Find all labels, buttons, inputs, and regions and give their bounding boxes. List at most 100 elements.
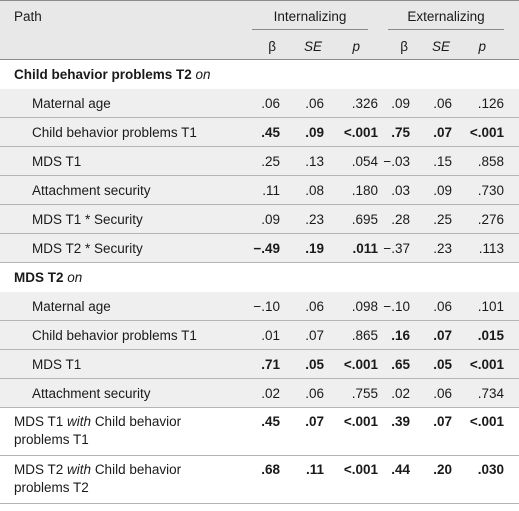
header-path: Path: [14, 9, 42, 24]
value-cell: .44: [391, 462, 410, 477]
value-cell: .126: [477, 96, 504, 111]
value-cell: .06: [433, 386, 452, 401]
value-cell: .28: [391, 212, 410, 227]
row-label-line2: problems T2: [14, 480, 89, 495]
table-row: Maternal age .06 .06 .326 .09 .06 .126: [0, 89, 519, 118]
table-header: Path Internalizing Externalizing β SE p …: [0, 0, 519, 60]
value-cell: .65: [391, 357, 410, 372]
table-row: Maternal age −.10 .06 .098 −.10 .06 .101: [0, 292, 519, 321]
value-cell: .734: [477, 386, 504, 401]
value-cell: .68: [261, 462, 280, 477]
value-cell: .695: [351, 212, 378, 227]
value-cell: .276: [477, 212, 504, 227]
value-cell: .113: [478, 241, 504, 256]
value-cell: .45: [261, 125, 280, 140]
section-title-suffix: on: [67, 270, 83, 285]
table-row: MDS T2 * Security −.49 .19 .011 −.37 .23 .113: [0, 234, 519, 263]
value-cell: .09: [391, 96, 410, 111]
col-se-1: SE: [303, 39, 322, 54]
table-row: MDS T1 * Security .09 .23 .695 .28 .25 .276: [0, 205, 519, 234]
value-cell: .07: [305, 414, 324, 429]
value-cell: .07: [433, 125, 452, 140]
value-cell: .20: [433, 462, 452, 477]
value-cell: .05: [305, 357, 324, 372]
col-se-2: SE: [431, 39, 450, 54]
col-beta-2: β: [400, 39, 408, 54]
value-cell: .730: [477, 183, 504, 198]
row-label-line1: MDS T2 with Child behavior: [14, 462, 181, 478]
table-row: Attachment security .11 .08 .180 .03 .09 .730: [0, 176, 519, 205]
value-cell: .23: [433, 241, 452, 256]
section-title-text: MDS T2: [14, 270, 64, 285]
value-cell: .09: [433, 183, 452, 198]
col-p-1: p: [352, 39, 360, 54]
header-externalizing: Externalizing: [407, 9, 485, 24]
row-label: Child behavior problems T1: [32, 125, 197, 140]
row-label: Attachment security: [32, 183, 151, 198]
value-cell: .755: [351, 386, 378, 401]
value-cell: <.001: [343, 357, 378, 372]
row-label: Maternal age: [32, 299, 111, 314]
value-cell: <.001: [469, 125, 504, 140]
value-cell: .326: [351, 96, 378, 111]
with-label-b: Child behavior: [94, 462, 182, 477]
value-cell: .02: [261, 386, 280, 401]
value-cell: .180: [351, 183, 378, 198]
value-cell: .06: [305, 96, 324, 111]
value-cell: <.001: [343, 414, 378, 429]
col-p-2: p: [478, 39, 486, 54]
row-label: Attachment security: [32, 386, 151, 401]
value-cell: .08: [305, 183, 324, 198]
value-cell: .07: [305, 328, 324, 343]
value-cell: .015: [477, 328, 504, 343]
section-title-text: Child behavior problems T2: [14, 67, 192, 82]
value-cell: .02: [391, 386, 410, 401]
value-cell: .07: [433, 328, 452, 343]
value-cell: .16: [391, 328, 410, 343]
value-cell: .71: [261, 357, 280, 372]
table-row-with: MDS T2 with Child behavior problems T2 .68…: [0, 456, 519, 504]
value-cell: .19: [305, 241, 324, 256]
value-cell: .09: [261, 212, 280, 227]
table-row: MDS T1 .25 .13 .054 −.03 .15 .858: [0, 147, 519, 176]
table-row: Attachment security .02 .06 .755 .02 .06 .734: [0, 379, 519, 408]
value-cell: .15: [433, 154, 452, 169]
value-cell: .09: [305, 125, 324, 140]
value-cell: .75: [391, 125, 410, 140]
section-title: Child behavior problems T2 on: [14, 67, 211, 82]
value-cell: .01: [261, 328, 280, 343]
value-cell: .25: [261, 154, 280, 169]
with-label-with: with: [67, 414, 92, 429]
with-label-with: with: [67, 462, 92, 477]
value-cell: .45: [261, 414, 280, 429]
row-label: MDS T2 * Security: [32, 241, 143, 256]
value-cell: .25: [433, 212, 452, 227]
value-cell: .06: [433, 96, 452, 111]
value-cell: .11: [305, 462, 324, 477]
section-title: MDS T2 on: [14, 270, 82, 285]
value-cell: .13: [305, 154, 324, 169]
value-cell: .098: [351, 299, 378, 314]
value-cell: .06: [261, 96, 280, 111]
section-title-suffix: on: [195, 67, 211, 82]
table-row: MDS T1 .71 .05 <.001 .65 .05 <.001: [0, 350, 519, 379]
value-cell: .06: [305, 386, 324, 401]
value-cell: <.001: [469, 357, 504, 372]
table-row-with: MDS T1 with Child behavior problems T1 .45…: [0, 408, 519, 456]
value-cell: −.10: [253, 299, 280, 314]
value-cell: .865: [351, 328, 378, 343]
section-header: MDS T2 on: [0, 263, 519, 292]
table-row: Child behavior problems T1 .45 .09 <.001 .75…: [0, 118, 519, 147]
section-header: Child behavior problems T2 on: [0, 60, 519, 89]
value-cell: .858: [477, 154, 504, 169]
value-cell: .011: [352, 241, 378, 256]
with-label-b: Child behavior: [94, 414, 182, 429]
row-label: MDS T1 * Security: [32, 212, 143, 227]
header-internalizing: Internalizing: [273, 9, 347, 24]
col-beta-1: β: [268, 39, 276, 54]
table-row: Child behavior problems T1 .01 .07 .865 .16.…: [0, 321, 519, 350]
externalizing-rule: [388, 29, 504, 30]
row-label-line2: problems T1: [14, 432, 89, 447]
value-cell: .39: [391, 414, 410, 429]
row-label: Maternal age: [32, 96, 111, 111]
